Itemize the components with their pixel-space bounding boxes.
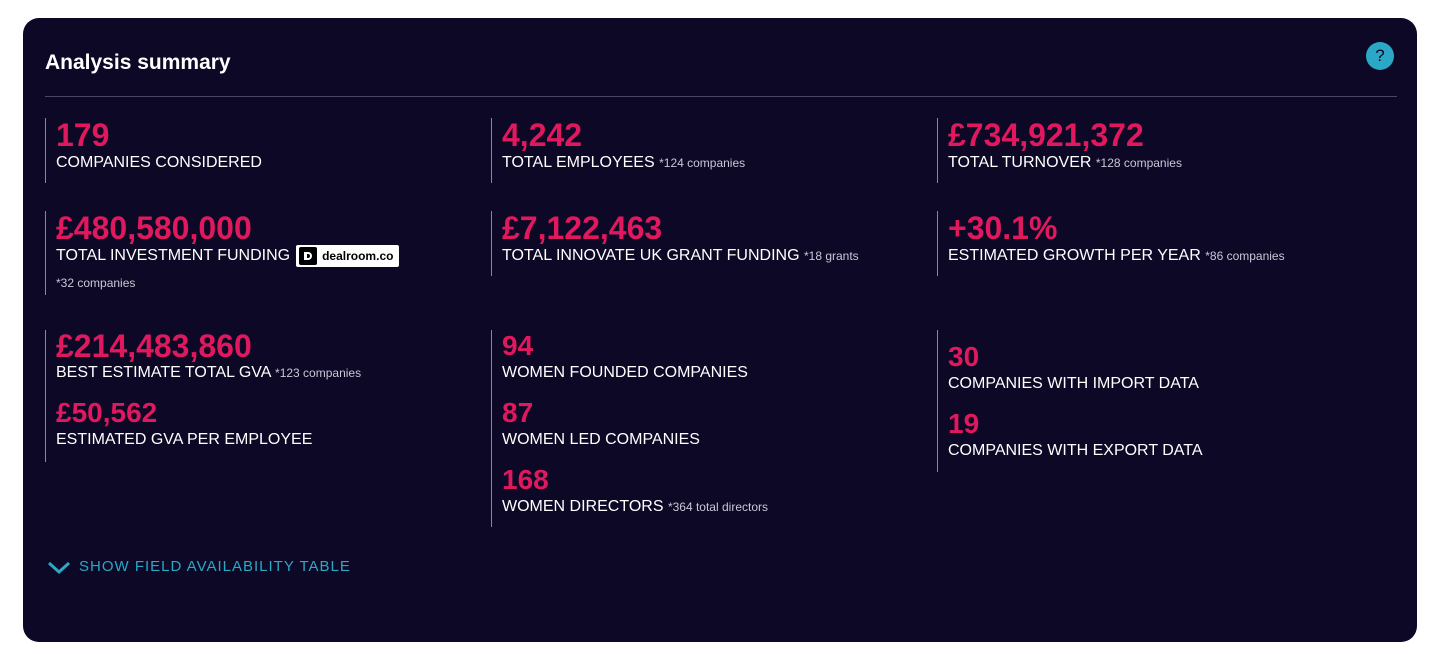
stat-label: WOMEN DIRECTORS *364 total directors [502, 496, 921, 518]
help-button[interactable]: ? [1366, 42, 1394, 70]
label-text: WOMEN DIRECTORS [502, 498, 664, 515]
stat-label: ESTIMATED GROWTH PER YEAR *86 companies [948, 245, 1367, 267]
stat-value: +30.1% [948, 210, 1058, 246]
label-text: TOTAL TURNOVER [948, 154, 1092, 171]
stat-label: COMPANIES WITH EXPORT DATA [948, 442, 1203, 459]
stat-value: 30 [948, 341, 980, 372]
dealroom-logo [299, 247, 318, 265]
stat-block: 179 COMPANIES CONSIDERED [45, 118, 475, 183]
stat-value: 168 [502, 464, 549, 495]
panel-title: Analysis summary [45, 51, 231, 74]
stat-block: 4,242 TOTAL EMPLOYEES *124 companies [491, 118, 921, 183]
show-table-toggle[interactable]: SHOW FIELD AVAILABILITY TABLE [47, 558, 351, 575]
stat-block: £214,483,860 BEST ESTIMATE TOTAL GVA *12… [45, 330, 475, 462]
stat-note: *124 companies [659, 156, 746, 170]
stat-value: £734,921,372 [948, 117, 1144, 153]
stat-label: TOTAL INVESTMENT FUNDING dealroom.co [56, 245, 475, 267]
stat-note: *364 total directors [667, 500, 768, 514]
stat-label: WOMEN FOUNDED COMPANIES [502, 364, 748, 381]
label-text: TOTAL EMPLOYEES [502, 154, 655, 171]
stat-value: 87 [502, 397, 534, 428]
label-text: BEST ESTIMATE TOTAL GVA [56, 364, 271, 381]
stat-note: *18 grants [803, 249, 859, 263]
stat-block: £734,921,372 TOTAL TURNOVER *128 compani… [937, 118, 1367, 183]
stat-block: +30.1% ESTIMATED GROWTH PER YEAR *86 com… [937, 211, 1367, 276]
stat-note: *128 companies [1095, 156, 1182, 170]
stat-label: ESTIMATED GVA PER EMPLOYEE [56, 431, 313, 448]
stat-label: COMPANIES WITH IMPORT DATA [948, 375, 1199, 392]
stat-value: £50,562 [56, 397, 158, 428]
stat-label: TOTAL TURNOVER *128 companies [948, 152, 1367, 174]
stat-label: COMPANIES CONSIDERED [56, 154, 262, 171]
stat-value: £7,122,463 [502, 210, 663, 246]
stat-block: 30 COMPANIES WITH IMPORT DATA 19 COMPANI… [937, 330, 1367, 472]
dealroom-badge: dealroom.co [296, 245, 400, 267]
badge-text: dealroom.co [322, 249, 394, 263]
label-text: ESTIMATED GROWTH PER YEAR [948, 247, 1201, 264]
stat-label: BEST ESTIMATE TOTAL GVA *123 companies [56, 362, 475, 384]
divider [45, 96, 1397, 97]
stat-block: £480,580,000 TOTAL INVESTMENT FUNDING dea… [45, 211, 475, 295]
label-text: TOTAL INNOVATE UK GRANT FUNDING [502, 247, 800, 264]
stat-label: TOTAL INNOVATE UK GRANT FUNDING *18 gran… [502, 245, 921, 267]
stat-note: *86 companies [1205, 249, 1285, 263]
chevron-icon [47, 561, 71, 574]
stat-value: 4,242 [502, 117, 583, 153]
stat-value: 94 [502, 330, 534, 361]
stat-value: £214,483,860 [56, 328, 252, 364]
toggle-text[interactable]: SHOW FIELD AVAILABILITY TABLE [79, 558, 351, 575]
stat-value: £480,580,000 [56, 210, 252, 246]
stat-label: TOTAL EMPLOYEES *124 companies [502, 152, 921, 174]
stat-block: £7,122,463 TOTAL INNOVATE UK GRANT FUNDI… [491, 211, 921, 276]
stat-value: 19 [948, 408, 980, 439]
stat-block: 94 WOMEN FOUNDED COMPANIES 87 WOMEN LED … [491, 330, 921, 527]
stat-value: 179 [56, 117, 110, 153]
label-text: TOTAL INVESTMENT FUNDING [56, 247, 291, 265]
stat-note: *32 companies [56, 276, 136, 291]
stat-label: WOMEN LED COMPANIES [502, 431, 700, 448]
summary-panel: Analysis summary ? 179 COMPANIES CONSIDE… [23, 18, 1417, 642]
stat-note: *123 companies [275, 366, 362, 380]
